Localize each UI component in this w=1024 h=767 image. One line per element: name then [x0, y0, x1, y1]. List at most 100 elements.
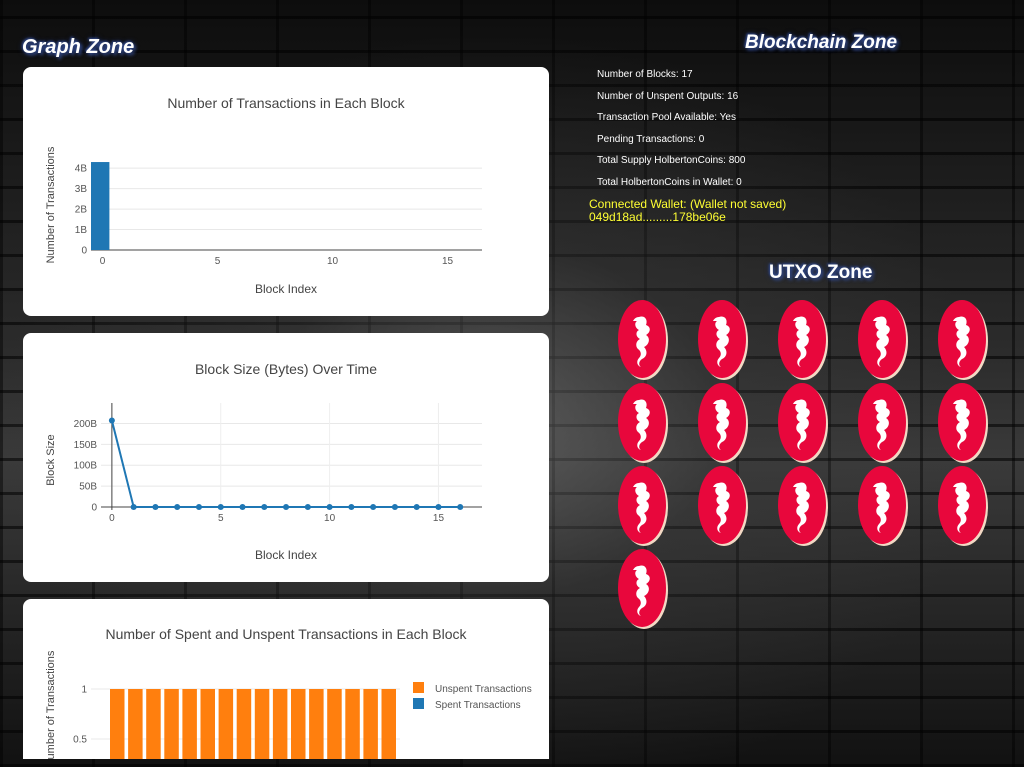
- wallet-status: Connected Wallet: (Wallet not saved): [589, 197, 787, 211]
- block-size-chart: Block Size (Bytes) Over Time050B100B150B…: [45, 361, 482, 562]
- bar: [91, 162, 110, 250]
- data-point: [130, 504, 137, 510]
- data-point: [348, 504, 355, 510]
- x-axis-label: Block Index: [255, 548, 317, 562]
- data-point: [304, 504, 311, 510]
- seahorse-icon: [938, 466, 988, 546]
- y-tick-label: 0.5: [73, 735, 87, 746]
- data-point: [391, 504, 398, 510]
- seahorse-icon: [778, 383, 828, 463]
- data-point: [435, 504, 442, 510]
- y-tick-label: 1B: [75, 225, 88, 236]
- data-point: [195, 504, 202, 510]
- seahorse-icon: [618, 466, 668, 546]
- x-tick-label: 5: [218, 513, 224, 524]
- utxo-coin[interactable]: [857, 382, 909, 464]
- stat-total-supply: Total Supply HolbertonCoins: 800: [597, 155, 746, 167]
- y-tick-label: 150B: [74, 440, 98, 451]
- utxo-coin[interactable]: [617, 382, 669, 464]
- x-axis-label: Block Index: [255, 282, 317, 296]
- data-point: [217, 504, 224, 510]
- y-axis-label: Block Size: [45, 434, 57, 485]
- utxo-coin[interactable]: [777, 465, 829, 547]
- utxo-coin[interactable]: [617, 299, 669, 381]
- connected-wallet: Connected Wallet: (Wallet not saved) 049…: [589, 198, 786, 224]
- bar-unspent: [345, 689, 360, 759]
- legend-swatch: [413, 682, 424, 693]
- bar-unspent: [218, 689, 234, 759]
- utxo-coin[interactable]: [617, 548, 669, 630]
- data-point: [457, 504, 464, 510]
- chart-title: Block Size (Bytes) Over Time: [195, 361, 377, 377]
- x-tick-label: 5: [215, 256, 221, 267]
- seahorse-icon: [698, 300, 748, 380]
- seahorse-icon: [778, 300, 828, 380]
- bar-unspent: [236, 689, 252, 759]
- utxo-coin[interactable]: [857, 299, 909, 381]
- legend-label: Spent Transactions: [435, 700, 521, 711]
- seahorse-icon: [698, 466, 748, 546]
- data-point: [174, 504, 181, 510]
- utxo-coin[interactable]: [697, 465, 749, 547]
- wallet-address: 049d18ad.........178be06e: [589, 210, 726, 224]
- x-tick-label: 10: [327, 256, 339, 267]
- legend-swatch: [413, 698, 424, 709]
- seahorse-icon: [858, 466, 908, 546]
- data-point: [261, 504, 268, 510]
- y-tick-label: 0: [91, 503, 97, 514]
- seahorse-icon: [858, 300, 908, 380]
- utxo-coin[interactable]: [937, 465, 989, 547]
- bar-unspent: [381, 689, 396, 759]
- utxo-coin[interactable]: [697, 382, 749, 464]
- bar-unspent: [254, 689, 270, 759]
- utxo-coin[interactable]: [697, 299, 749, 381]
- utxo-coin[interactable]: [617, 465, 669, 547]
- seahorse-icon: [618, 383, 668, 463]
- x-tick-label: 0: [109, 513, 115, 524]
- bar-unspent: [146, 689, 161, 759]
- x-tick-label: 15: [442, 256, 454, 267]
- graph-zone-title: Graph Zone: [22, 36, 135, 58]
- block-size-chart-card: Block Size (Bytes) Over Time 0 50B 100B 150B…: [23, 333, 549, 582]
- stat-wallet-coins: Total HolbertonCoins in Wallet: 0: [597, 176, 742, 188]
- data-point: [108, 417, 115, 424]
- chart-title: Number of Spent and Unspent Transactions…: [105, 626, 467, 642]
- data-point: [239, 504, 246, 510]
- utxo-coin[interactable]: [777, 382, 829, 464]
- bar-unspent: [363, 689, 378, 759]
- bar-unspent: [182, 689, 197, 759]
- seahorse-icon: [938, 383, 988, 463]
- legend-label: Unspent Transactions: [435, 684, 532, 695]
- data-point: [370, 504, 377, 510]
- y-axis-label: Number of Transactions: [45, 146, 57, 263]
- x-tick-label: 15: [433, 513, 445, 524]
- bar-unspent: [291, 689, 306, 759]
- seahorse-icon: [778, 466, 828, 546]
- spent-unspent-chart-card: Number of Spent and Unspent Transactions…: [23, 599, 549, 759]
- seahorse-icon: [938, 300, 988, 380]
- y-tick-label: 2B: [75, 205, 88, 216]
- utxo-coin[interactable]: [857, 465, 909, 547]
- seahorse-icon: [698, 383, 748, 463]
- utxo-zone-title: UTXO Zone: [769, 262, 873, 283]
- bar-unspent: [164, 689, 179, 759]
- utxo-coin[interactable]: [937, 299, 989, 381]
- y-tick-label: 0: [81, 246, 87, 257]
- x-tick-label: 10: [324, 513, 336, 524]
- utxo-coin[interactable]: [937, 382, 989, 464]
- transactions-per-block-chart: Number of Transactions in Each Block 0 1B 2…: [45, 95, 482, 296]
- utxo-coin[interactable]: [777, 299, 829, 381]
- data-point: [326, 504, 333, 510]
- stat-unspent-outputs: Number of Unspent Outputs: 16: [597, 90, 739, 102]
- stat-transaction-pool: Transaction Pool Available: Yes: [597, 112, 736, 124]
- y-tick-label: 4B: [75, 164, 88, 175]
- y-tick-label: 200B: [74, 419, 98, 430]
- seahorse-icon: [618, 300, 668, 380]
- data-point: [152, 504, 159, 510]
- x-tick-label: 0: [100, 256, 106, 267]
- data-point: [413, 504, 420, 510]
- blockchain-stats: Number of Blocks: 17 Number of Unspent O…: [597, 64, 745, 194]
- chart-title: Number of Transactions in Each Block: [167, 95, 405, 111]
- bar-unspent: [128, 689, 143, 759]
- blockchain-zone-title: Blockchain Zone: [745, 32, 898, 53]
